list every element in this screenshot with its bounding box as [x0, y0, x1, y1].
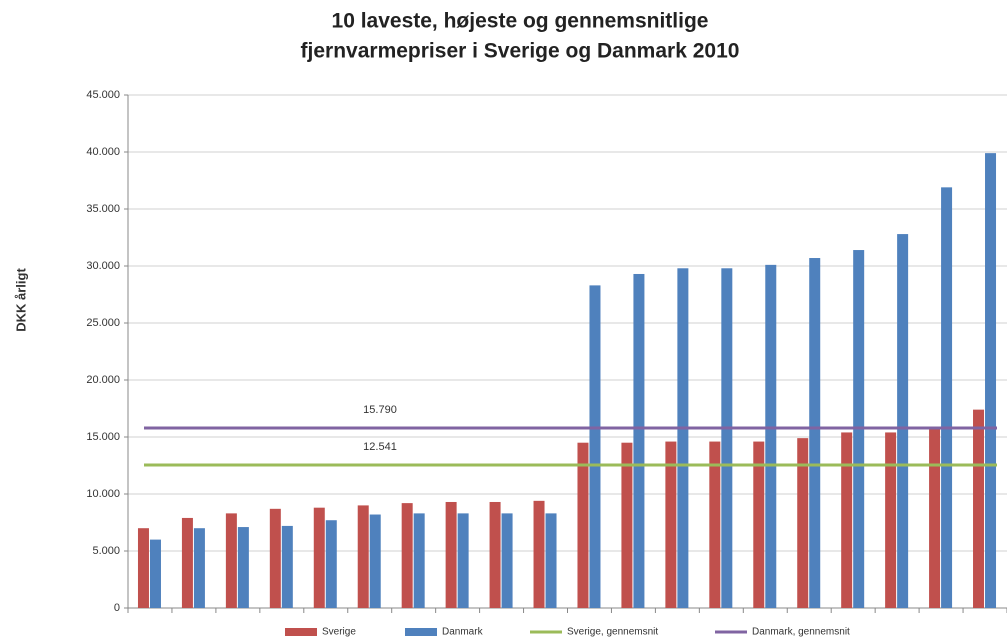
y-tick-label: 40.000: [86, 146, 120, 158]
y-tick-label: 20.000: [86, 374, 120, 386]
bar: [357, 505, 369, 608]
legend-label: Danmark: [442, 627, 484, 638]
bar: [137, 528, 149, 608]
bar: [501, 513, 513, 608]
bar: [985, 153, 997, 608]
reference-label: 12.541: [363, 441, 397, 453]
bar: [633, 273, 645, 608]
bar: [457, 513, 469, 608]
bar: [621, 442, 633, 608]
legend-swatch: [405, 628, 437, 636]
legend-label: Sverige: [322, 627, 356, 638]
legend-label: Sverige, gennemsnit: [567, 627, 658, 638]
bar: [545, 513, 557, 608]
bar: [665, 441, 677, 608]
y-tick-label: 0: [114, 602, 120, 614]
legend-label: Danmark, gennemsnit: [752, 627, 850, 638]
bar: [225, 513, 237, 608]
bar: [973, 409, 985, 608]
bar: [765, 264, 777, 608]
y-tick-label: 10.000: [86, 488, 120, 500]
bar: [445, 501, 457, 608]
y-tick-label: 30.000: [86, 260, 120, 272]
y-tick-label: 25.000: [86, 317, 120, 329]
bar: [369, 514, 381, 608]
y-axis-label: DKK årligt: [13, 268, 28, 332]
bar: [193, 528, 205, 608]
y-tick-label: 15.000: [86, 431, 120, 443]
bar: [589, 285, 601, 608]
bar: [677, 268, 689, 608]
bar: [149, 539, 161, 608]
bar: [533, 500, 545, 608]
bar: [809, 258, 821, 608]
y-tick-label: 45.000: [86, 89, 120, 101]
legend-swatch: [285, 628, 317, 636]
bar: [753, 441, 765, 608]
bar: [401, 503, 413, 608]
bar: [721, 268, 733, 608]
bar: [797, 438, 809, 608]
bar: [489, 501, 501, 608]
bar: [885, 432, 897, 608]
bar: [325, 520, 337, 608]
bar: [237, 527, 249, 608]
bar: [577, 442, 589, 608]
chart-title: 10 laveste, højeste og gennemsnitlige: [332, 10, 709, 33]
bar: [709, 441, 721, 608]
reference-label: 15.790: [363, 404, 397, 416]
bar: [941, 187, 953, 608]
bar: [313, 507, 325, 608]
bar: [841, 432, 853, 608]
chart-title: fjernvarmepriser i Sverige og Danmark 20…: [301, 40, 740, 63]
y-tick-label: 5.000: [92, 545, 120, 557]
bar: [269, 508, 281, 608]
bar: [181, 517, 193, 608]
bar: [281, 525, 293, 608]
bar: [413, 513, 425, 608]
y-tick-label: 35.000: [86, 203, 120, 215]
bar: [929, 427, 941, 608]
bar: [897, 234, 909, 608]
